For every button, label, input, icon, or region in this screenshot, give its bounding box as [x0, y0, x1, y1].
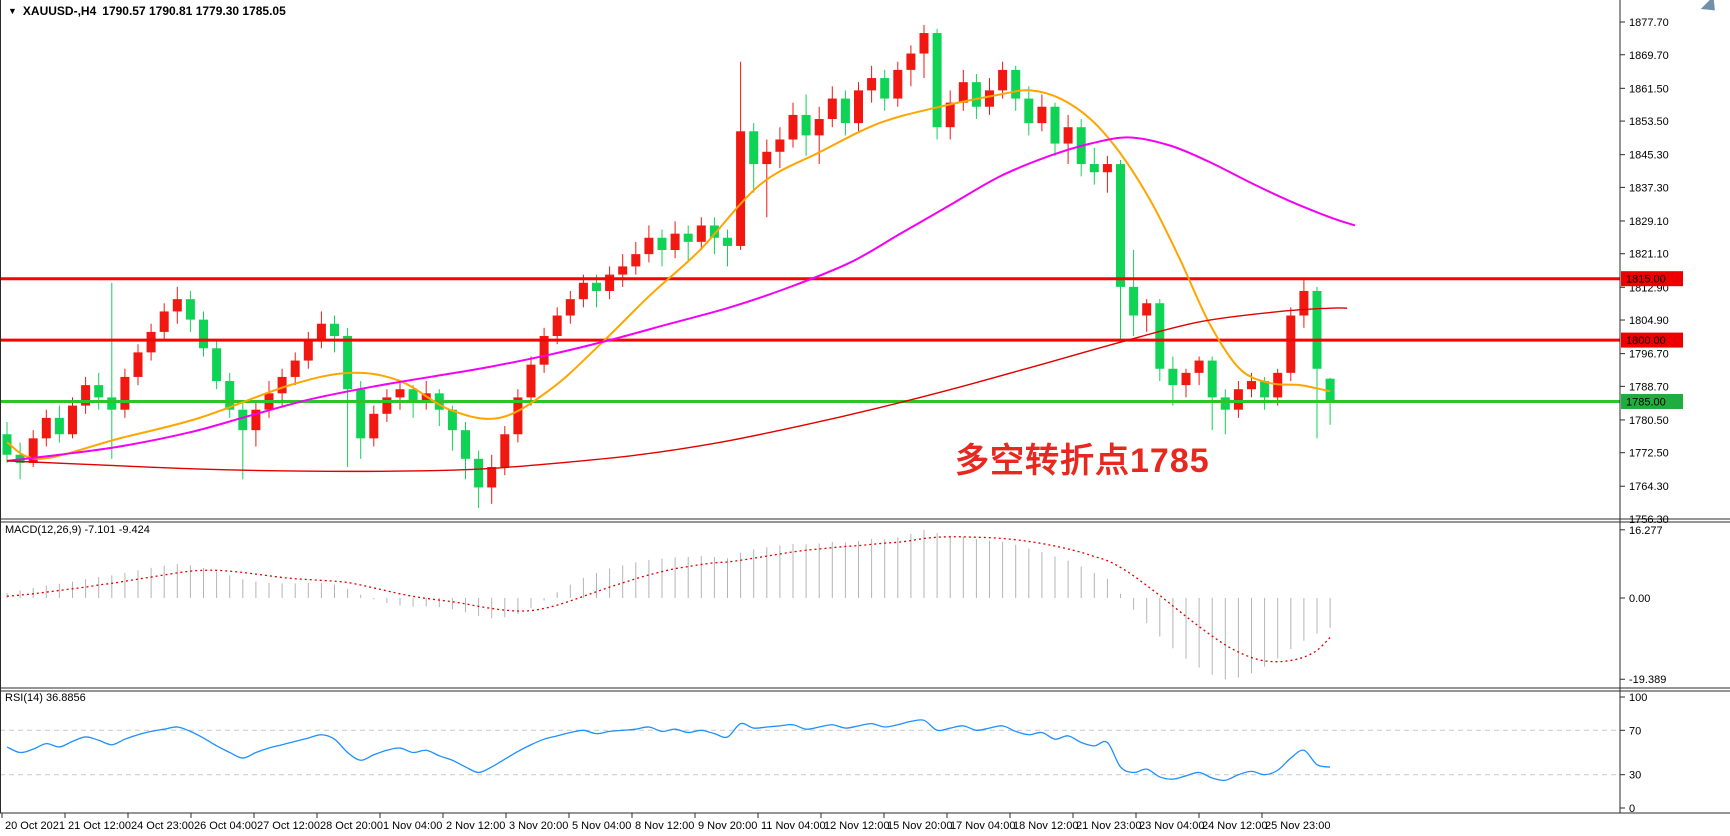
- svg-text:0: 0: [1629, 803, 1635, 815]
- ohlc-values: 1790.57 1790.81 1779.30 1785.05: [102, 4, 286, 18]
- svg-text:1 Nov 04:00: 1 Nov 04:00: [383, 820, 442, 832]
- ma-mid-magenta-line: [6, 136, 1356, 462]
- macd-indicator-label: MACD(12,26,9) -7.101 -9.424: [5, 524, 150, 536]
- svg-text:1837.30: 1837.30: [1629, 182, 1669, 194]
- svg-text:15 Nov 20:00: 15 Nov 20:00: [887, 820, 952, 832]
- svg-text:1800.00: 1800.00: [1626, 335, 1666, 347]
- svg-text:1821.10: 1821.10: [1629, 249, 1669, 261]
- svg-text:1785.00: 1785.00: [1626, 397, 1666, 409]
- svg-text:30: 30: [1629, 770, 1641, 782]
- symbol-timeframe-label: XAUUSD-,H4: [22, 4, 97, 18]
- svg-text:21 Oct 12:00: 21 Oct 12:00: [68, 820, 131, 832]
- svg-text:8 Nov 12:00: 8 Nov 12:00: [635, 820, 694, 832]
- symbol-dropdown-icon[interactable]: ▼: [8, 5, 17, 16]
- svg-text:28 Oct 20:00: 28 Oct 20:00: [320, 820, 383, 832]
- rsi-indicator-label: RSI(14) 36.8856: [5, 692, 86, 704]
- svg-text:11 Nov 04:00: 11 Nov 04:00: [761, 820, 826, 832]
- svg-text:1804.90: 1804.90: [1629, 315, 1669, 327]
- svg-text:1853.50: 1853.50: [1629, 116, 1669, 128]
- ma-slow-red-line: [6, 307, 1348, 473]
- svg-text:12 Nov 12:00: 12 Nov 12:00: [824, 820, 889, 832]
- macd-axis[interactable]: 16.277 0.00 -19.389: [1620, 525, 1666, 686]
- svg-text:1788.70: 1788.70: [1629, 381, 1669, 393]
- svg-text:1869.70: 1869.70: [1629, 50, 1669, 62]
- svg-text:21 Nov 23:00: 21 Nov 23:00: [1076, 820, 1141, 832]
- svg-text:1815.00: 1815.00: [1626, 274, 1666, 286]
- svg-text:1861.50: 1861.50: [1629, 83, 1669, 95]
- svg-text:27 Oct 12:00: 27 Oct 12:00: [257, 820, 320, 832]
- svg-text:24 Oct 23:00: 24 Oct 23:00: [131, 820, 194, 832]
- svg-text:20 Oct 2021: 20 Oct 2021: [5, 820, 65, 832]
- svg-text:1829.10: 1829.10: [1629, 216, 1669, 228]
- ma-fast-orange-line: [6, 89, 1331, 460]
- annotation-text[interactable]: 多空转折点1785: [955, 442, 1210, 480]
- panel-borders: [0, 0, 1730, 814]
- svg-text:16.277: 16.277: [1629, 525, 1663, 537]
- rsi-line: [6, 719, 1331, 782]
- svg-text:18 Nov 12:00: 18 Nov 12:00: [1013, 820, 1078, 832]
- svg-text:1756.30: 1756.30: [1629, 514, 1669, 526]
- svg-text:100: 100: [1629, 692, 1647, 704]
- svg-text:1845.30: 1845.30: [1629, 150, 1669, 162]
- svg-text:1796.70: 1796.70: [1629, 349, 1669, 361]
- svg-text:-19.389: -19.389: [1629, 674, 1666, 686]
- svg-text:3 Nov 20:00: 3 Nov 20:00: [509, 820, 568, 832]
- svg-text:25 Nov 23:00: 25 Nov 23:00: [1265, 820, 1330, 832]
- time-axis[interactable]: 20 Oct 2021 21 Oct 12:00 24 Oct 23:00 26 Oc…: [1, 813, 1330, 832]
- chart-title: ▼ XAUUSD-,H4 1790.57 1790.81 1779.30 178…: [8, 4, 286, 18]
- svg-text:24 Nov 12:00: 24 Nov 12:00: [1202, 820, 1267, 832]
- svg-text:2 Nov 12:00: 2 Nov 12:00: [446, 820, 505, 832]
- svg-text:1780.50: 1780.50: [1629, 415, 1669, 427]
- svg-text:9 Nov 20:00: 9 Nov 20:00: [698, 820, 757, 832]
- svg-text:1772.50: 1772.50: [1629, 448, 1669, 460]
- svg-text:26 Oct 04:00: 26 Oct 04:00: [194, 820, 257, 832]
- svg-text:70: 70: [1629, 725, 1641, 737]
- svg-text:5 Nov 04:00: 5 Nov 04:00: [572, 820, 631, 832]
- svg-text:1764.30: 1764.30: [1629, 481, 1669, 493]
- price-line-badges: 1815.00 1800.00 1785.00: [1621, 271, 1683, 410]
- svg-text:23 Nov 04:00: 23 Nov 04:00: [1139, 820, 1204, 832]
- svg-text:0.00: 0.00: [1629, 593, 1650, 605]
- macd-histogram: [6, 529, 1331, 680]
- rsi-level-lines: [0, 729, 1620, 776]
- rsi-axis[interactable]: 100 70 30 0: [1620, 692, 1647, 815]
- svg-text:1877.70: 1877.70: [1629, 17, 1669, 29]
- macd-signal-line: [6, 536, 1331, 663]
- svg-text:17 Nov 04:00: 17 Nov 04:00: [950, 820, 1015, 832]
